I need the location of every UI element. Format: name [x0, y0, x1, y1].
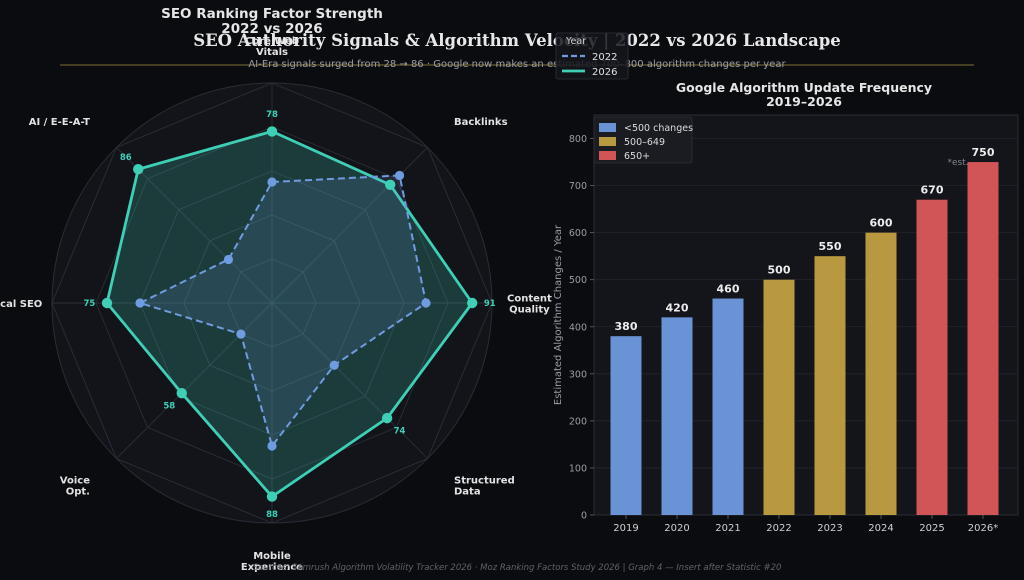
radar-axis-label: Local SEO — [0, 299, 42, 310]
radar-spoke — [116, 147, 273, 304]
radar-point-2026 — [266, 491, 278, 502]
radar-value-label: 75 — [83, 299, 95, 309]
bar-2022 — [763, 279, 795, 515]
radar-chart: 78 91 74 88 58 75 86 Core Web Vitals Backlinks Co… — [0, 6, 552, 573]
bar-legend-swatch — [599, 137, 616, 146]
bar-category-label: 2026* — [968, 523, 998, 534]
radar-point-2026 — [133, 164, 144, 175]
bar-ytick-label: 0 — [581, 511, 587, 522]
bar-value-label: 670 — [921, 184, 944, 197]
bar-2025 — [916, 199, 948, 516]
radar-value-label: 91 — [484, 299, 496, 309]
bar-legend-label: <500 changes — [624, 123, 693, 134]
bar-2024 — [865, 232, 897, 515]
radar-value-label: 86 — [120, 153, 132, 163]
radar-legend-label-2026: 2026 — [592, 67, 617, 78]
radar-point-2026 — [176, 388, 187, 399]
bar-ytick-label: 700 — [569, 181, 587, 192]
radar-axis-label: Core Web Vitals — [245, 36, 299, 58]
bar-category-label: 2022 — [766, 523, 791, 534]
radar-spoke — [116, 302, 273, 459]
radar-title: SEO Ranking Factor Strength 2022 vs 2026 — [161, 6, 383, 37]
radar-point-2026 — [385, 179, 396, 190]
bar-category-label: 2025 — [919, 523, 944, 534]
radar-value-label: 78 — [266, 110, 278, 120]
radar-point-2022 — [329, 360, 339, 370]
radar-point-2022 — [421, 298, 431, 308]
radar-point-2022 — [236, 329, 246, 339]
bar-ytick-label: 100 — [569, 463, 587, 474]
radar-axis-label: AI / E-E-A-T — [29, 117, 90, 128]
bar-annotation: *est. — [947, 158, 968, 168]
radar-value-label: 74 — [394, 427, 406, 437]
bar-category-label: 2019 — [613, 523, 638, 534]
radar-legend-title: Year — [565, 36, 586, 47]
bar-ytick-label: 800 — [569, 134, 587, 145]
bar-category-label: 2021 — [715, 523, 740, 534]
bar-value-label: 500 — [768, 264, 791, 277]
bar-category-label: 2020 — [664, 523, 689, 534]
radar-value-label: 88 — [266, 510, 278, 520]
footer-source: Sources: Semrush Algorithm Volatility Tr… — [253, 563, 782, 573]
bar-2023 — [814, 256, 846, 515]
bar-2020 — [661, 317, 693, 515]
radar-point-2026 — [101, 297, 113, 309]
radar-axis-label: Voice Opt. — [60, 476, 90, 498]
bar-category-label: 2023 — [817, 523, 842, 534]
radar-point-2022 — [135, 298, 145, 308]
radar-legend-label-2022: 2022 — [592, 52, 617, 63]
bar-2026* — [967, 162, 999, 515]
bar-ytick-label: 400 — [569, 322, 587, 333]
radar-axis-label: Structured Data — [454, 476, 515, 498]
bar-chart: 380 420 460 500 550 600 670 750 0 100 200 300 400 50… — [553, 80, 1019, 534]
radar-point-2026 — [381, 412, 393, 424]
radar-point-2026 — [467, 297, 478, 309]
radar-point-2022 — [223, 254, 234, 265]
bar-ytick-label: 200 — [569, 416, 587, 427]
bar-2021 — [712, 298, 744, 515]
bar-plot-area — [593, 114, 1019, 516]
radar-point-2022 — [267, 441, 277, 451]
bar-ytick-label: 300 — [569, 369, 587, 380]
bar-value-label: 550 — [819, 240, 842, 253]
radar-axis-label: Mobile Experience — [241, 551, 303, 573]
bar-ytick-label: 500 — [569, 275, 587, 286]
subtitle: AI-Era signals surged from 28 → 86 · Goo… — [248, 59, 786, 70]
bar-legend-label: 650+ — [624, 151, 650, 162]
bar-legend-swatch — [599, 151, 616, 160]
radar-point-2022 — [394, 170, 405, 181]
radar-point-2022 — [267, 177, 277, 187]
bar-value-label: 750 — [972, 146, 995, 159]
radar-axis-label: Content Quality — [507, 294, 552, 316]
bar-legend-swatch — [599, 123, 616, 132]
main-title: SEO Authority Signals & Algorithm Veloci… — [193, 31, 841, 50]
bar-ytick-label: 600 — [569, 228, 587, 239]
radar-value-label: 58 — [163, 402, 175, 412]
radar-legend: Year 2022 2026 — [555, 32, 629, 80]
bar-value-label: 460 — [717, 283, 740, 296]
radar-axis-label: Backlinks — [454, 117, 508, 128]
bar-legend-label: 500–649 — [624, 137, 665, 148]
bar-ylabel: Estimated Algorithm Changes / Year — [553, 224, 564, 405]
bar-value-label: 600 — [870, 217, 893, 230]
bar-2019 — [610, 336, 642, 515]
radar-spoke — [271, 302, 428, 459]
bar-value-label: 380 — [615, 320, 638, 333]
bar-category-label: 2024 — [868, 523, 893, 534]
radar-point-2026 — [266, 126, 278, 137]
radar-series-2022 — [139, 174, 427, 447]
bar-title: Google Algorithm Update Frequency 2019–20… — [676, 80, 932, 109]
bar-value-label: 420 — [666, 301, 689, 314]
bar-legend: <500 changes 500–649 650+ — [593, 116, 693, 164]
